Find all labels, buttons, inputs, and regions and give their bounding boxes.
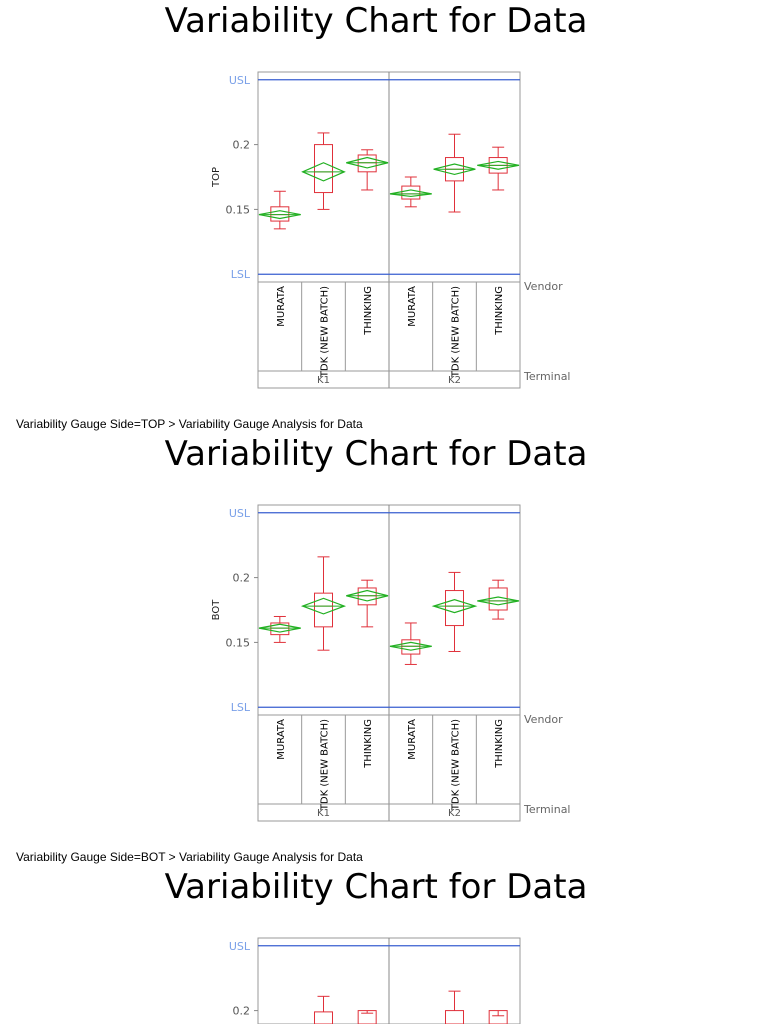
spec-label: LSL	[231, 268, 251, 281]
vendor-label: TDK (NEW BATCH)	[320, 719, 331, 811]
y-tick-label: 0.15	[226, 203, 251, 216]
y-tick-label: 0.15	[226, 636, 251, 649]
vendor-label: THINKING	[494, 286, 505, 336]
y-tick-label: 0.2	[233, 139, 251, 152]
vendor-label: MURATA	[276, 286, 287, 327]
chart-title: Variability Chart for Data	[165, 1, 588, 41]
mean-diamond	[258, 210, 301, 220]
terminal-label: K1	[317, 808, 330, 819]
y-tick-label: 0.2	[233, 572, 251, 585]
x-level-label: Terminal	[523, 370, 571, 383]
terminal-label: K1	[317, 375, 330, 386]
spec-label: USL	[229, 940, 251, 953]
y-axis-label: BOT	[211, 599, 222, 621]
chart-title: Variability Chart for Data	[165, 434, 588, 474]
x-level-label: Vendor	[524, 280, 563, 293]
box	[314, 1011, 333, 1024]
y-tick-label: 0.2	[233, 1005, 251, 1018]
vendor-label: THINKING	[363, 719, 374, 769]
vendor-label: TDK (NEW BATCH)	[451, 286, 462, 378]
vendor-label: MURATA	[407, 286, 418, 327]
caption: Variability Gauge Side=TOP > Variability…	[16, 417, 363, 431]
box	[357, 154, 377, 173]
vendor-label: TDK (NEW BATCH)	[451, 719, 462, 811]
spec-label: USL	[229, 74, 251, 87]
box	[401, 639, 421, 655]
x-level-label: Terminal	[523, 803, 571, 816]
box	[314, 144, 333, 194]
box	[445, 1010, 464, 1024]
chart-title: Variability Chart for Data	[165, 867, 588, 907]
mean-diamond	[389, 189, 432, 198]
x-level-label: Vendor	[524, 713, 563, 726]
vendor-label: THINKING	[363, 286, 374, 336]
vendor-label: MURATA	[407, 719, 418, 760]
x-level-frame	[257, 281, 521, 389]
box	[357, 587, 377, 606]
terminal-label: K2	[448, 375, 461, 386]
spec-label: LSL	[231, 701, 251, 714]
box	[270, 622, 290, 636]
box	[401, 185, 421, 200]
vendor-label: TDK (NEW BATCH)	[320, 286, 331, 378]
y-axis-label: TOP	[211, 167, 222, 188]
x-level-frame	[257, 714, 521, 822]
terminal-label: K2	[448, 808, 461, 819]
mean-diamond	[389, 641, 432, 651]
box	[270, 206, 290, 222]
box	[445, 590, 464, 627]
spec-label: USL	[229, 507, 251, 520]
vendor-label: THINKING	[494, 719, 505, 769]
vendor-label: MURATA	[276, 719, 287, 760]
mean-diamond	[258, 623, 301, 633]
caption: Variability Gauge Side=BOT > Variability…	[16, 850, 363, 864]
box	[488, 587, 508, 611]
